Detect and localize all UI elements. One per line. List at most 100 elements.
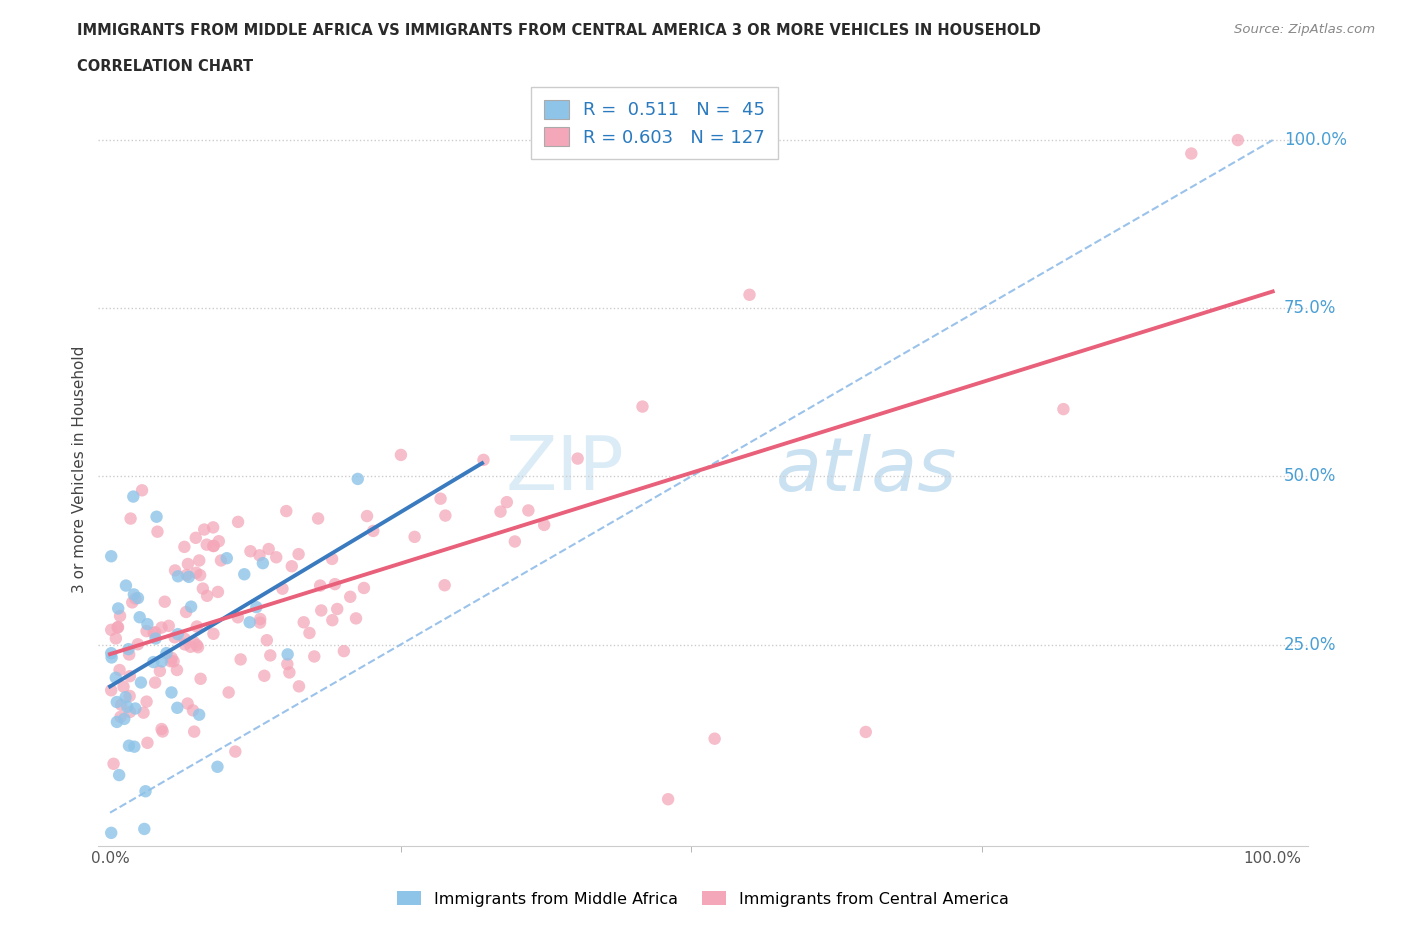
Point: [277, 647, 299, 662]
Point: [142, 626, 165, 641]
Point: [207, 584, 229, 599]
Point: [145, 510, 167, 525]
Point: [110, 710, 132, 724]
Point: [191, 581, 214, 596]
Point: [190, 671, 212, 686]
Point: [195, 589, 218, 604]
Point: [146, 525, 169, 539]
Point: [281, 559, 304, 574]
Point: [177, 569, 200, 584]
Point: [309, 578, 332, 593]
Text: IMMIGRANTS FROM MIDDLE AFRICA VS IMMIGRANTS FROM CENTRAL AMERICA 3 OR MORE VEHIC: IMMIGRANTS FROM MIDDLE AFRICA VS IMMIGRA…: [77, 23, 1042, 38]
Point: [104, 671, 127, 685]
Point: [184, 530, 207, 545]
Point: [253, 669, 276, 684]
Point: [202, 627, 225, 642]
Legend: R =  0.511   N =  45, R = 0.603   N = 127: R = 0.511 N = 45, R = 0.603 N = 127: [531, 87, 778, 159]
Point: [326, 602, 349, 617]
Point: [517, 503, 540, 518]
Point: [118, 738, 141, 753]
Text: 25.0%: 25.0%: [1284, 635, 1336, 654]
Point: [166, 662, 188, 677]
Point: [134, 821, 156, 836]
Point: [150, 722, 173, 737]
Point: [176, 696, 198, 711]
Point: [181, 703, 204, 718]
Point: [177, 556, 200, 571]
Point: [264, 550, 287, 565]
Point: [1226, 133, 1249, 148]
Point: [271, 581, 294, 596]
Point: [152, 724, 174, 739]
Point: [167, 627, 190, 642]
Point: [1180, 146, 1202, 161]
Point: [307, 512, 329, 526]
Point: [131, 483, 153, 498]
Point: [188, 553, 211, 568]
Point: [257, 541, 280, 556]
Point: [195, 538, 218, 552]
Point: [142, 655, 165, 670]
Point: [118, 705, 141, 720]
Point: [105, 714, 128, 729]
Point: [166, 700, 188, 715]
Point: [122, 489, 145, 504]
Point: [163, 563, 186, 578]
Point: [153, 594, 176, 609]
Point: [503, 534, 526, 549]
Point: [495, 495, 517, 510]
Point: [429, 491, 451, 506]
Point: [321, 613, 343, 628]
Point: [163, 630, 186, 644]
Point: [703, 731, 725, 746]
Point: [208, 534, 231, 549]
Point: [150, 620, 173, 635]
Point: [202, 538, 225, 553]
Point: [226, 514, 249, 529]
Point: [1052, 402, 1074, 417]
Point: [361, 524, 384, 538]
Point: [249, 615, 271, 630]
Point: [218, 685, 240, 700]
Point: [344, 611, 367, 626]
Text: CORRELATION CHART: CORRELATION CHART: [77, 59, 253, 73]
Point: [188, 567, 211, 582]
Point: [121, 595, 143, 610]
Point: [239, 544, 262, 559]
Point: [224, 744, 246, 759]
Point: [107, 601, 129, 616]
Point: [259, 648, 281, 663]
Point: [180, 599, 202, 614]
Point: [256, 632, 278, 647]
Point: [346, 472, 368, 486]
Point: [149, 664, 172, 679]
Point: [132, 705, 155, 720]
Point: [292, 615, 315, 630]
Point: [356, 509, 378, 524]
Point: [136, 617, 159, 631]
Point: [855, 724, 877, 739]
Point: [738, 287, 761, 302]
Point: [100, 645, 122, 660]
Point: [229, 652, 252, 667]
Point: [135, 784, 157, 799]
Point: [143, 675, 166, 690]
Point: [103, 756, 125, 771]
Point: [173, 637, 195, 652]
Point: [209, 553, 232, 568]
Point: [433, 578, 456, 592]
Text: 100.0%: 100.0%: [1284, 131, 1347, 149]
Text: 75.0%: 75.0%: [1284, 299, 1336, 317]
Point: [135, 694, 157, 709]
Point: [183, 635, 205, 650]
Point: [215, 551, 238, 565]
Y-axis label: 3 or more Vehicles in Household: 3 or more Vehicles in Household: [72, 346, 87, 593]
Point: [233, 566, 256, 581]
Text: Source: ZipAtlas.com: Source: ZipAtlas.com: [1234, 23, 1375, 36]
Point: [124, 739, 146, 754]
Point: [159, 654, 181, 669]
Point: [160, 685, 183, 700]
Point: [239, 615, 262, 630]
Point: [287, 547, 309, 562]
Point: [404, 529, 426, 544]
